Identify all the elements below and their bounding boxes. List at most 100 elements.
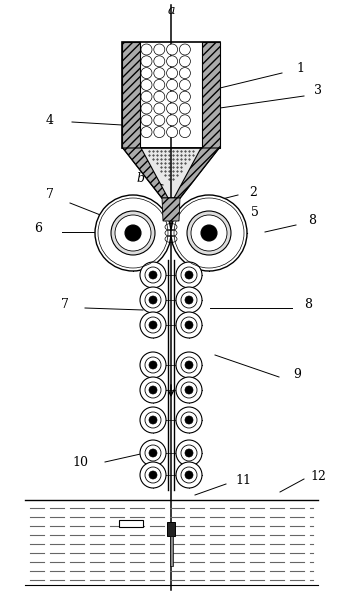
Polygon shape [123,148,219,198]
Circle shape [154,127,165,137]
Circle shape [145,267,161,283]
Circle shape [191,215,227,251]
Circle shape [167,56,178,67]
Circle shape [149,271,157,279]
Circle shape [149,449,157,457]
Circle shape [185,386,193,394]
Circle shape [141,115,152,126]
Circle shape [167,79,178,91]
Circle shape [181,382,197,398]
Text: 9: 9 [293,368,301,382]
Circle shape [154,103,165,114]
Circle shape [140,262,166,288]
Text: 12: 12 [310,469,326,482]
Circle shape [176,287,202,313]
Circle shape [185,361,193,369]
Circle shape [154,79,165,91]
Circle shape [185,471,193,479]
Circle shape [179,103,190,114]
Circle shape [167,44,178,55]
Text: 1: 1 [296,61,304,74]
Circle shape [145,445,161,461]
Circle shape [149,296,157,304]
Circle shape [187,211,231,255]
Text: 11: 11 [235,473,251,487]
Bar [202,42,220,148]
Circle shape [141,103,152,114]
Circle shape [140,287,166,313]
Circle shape [140,352,166,378]
Circle shape [141,91,152,102]
Circle shape [179,127,190,137]
Circle shape [115,215,151,251]
Circle shape [181,412,197,428]
Circle shape [145,467,161,483]
Text: 10: 10 [72,455,88,469]
Circle shape [141,79,152,91]
Circle shape [145,292,161,308]
Circle shape [95,195,171,271]
Circle shape [179,91,190,102]
Text: 7: 7 [46,188,54,202]
Circle shape [154,68,165,79]
Circle shape [181,467,197,483]
Circle shape [185,296,193,304]
Circle shape [149,471,157,479]
Circle shape [185,271,193,279]
Circle shape [181,292,197,308]
Circle shape [167,68,178,79]
Circle shape [154,115,165,126]
Circle shape [149,416,157,424]
Circle shape [149,321,157,329]
Circle shape [179,56,190,67]
Circle shape [181,445,197,461]
Text: a: a [167,4,175,16]
Bar [119,520,143,527]
Circle shape [140,312,166,338]
Circle shape [140,462,166,488]
Circle shape [176,462,202,488]
Circle shape [149,361,157,369]
Circle shape [154,44,165,55]
Circle shape [185,321,193,329]
Text: 8: 8 [304,298,312,311]
Text: 7: 7 [61,298,69,311]
Circle shape [179,115,190,126]
Circle shape [145,412,161,428]
Circle shape [154,56,165,67]
Circle shape [154,91,165,102]
Polygon shape [123,148,168,198]
Circle shape [145,317,161,333]
Circle shape [176,407,202,433]
Circle shape [176,312,202,338]
Polygon shape [174,148,219,198]
Circle shape [141,68,152,79]
Circle shape [125,225,141,241]
Text: 6: 6 [34,221,42,235]
Circle shape [185,416,193,424]
Circle shape [149,386,157,394]
Circle shape [181,267,197,283]
Circle shape [145,382,161,398]
Text: 5: 5 [251,206,259,220]
Circle shape [167,127,178,137]
Circle shape [185,449,193,457]
Text: 8: 8 [308,214,316,226]
Circle shape [176,352,202,378]
Circle shape [179,44,190,55]
Circle shape [140,440,166,466]
Circle shape [179,68,190,79]
Text: b: b [136,172,144,185]
Bar [122,42,220,148]
Circle shape [176,377,202,403]
Circle shape [111,211,155,255]
Text: 4: 4 [46,113,54,127]
Circle shape [141,44,152,55]
Circle shape [167,115,178,126]
Circle shape [140,407,166,433]
Circle shape [167,91,178,102]
Bar [122,42,140,148]
Circle shape [140,377,166,403]
Circle shape [167,103,178,114]
Text: 3: 3 [314,83,322,97]
